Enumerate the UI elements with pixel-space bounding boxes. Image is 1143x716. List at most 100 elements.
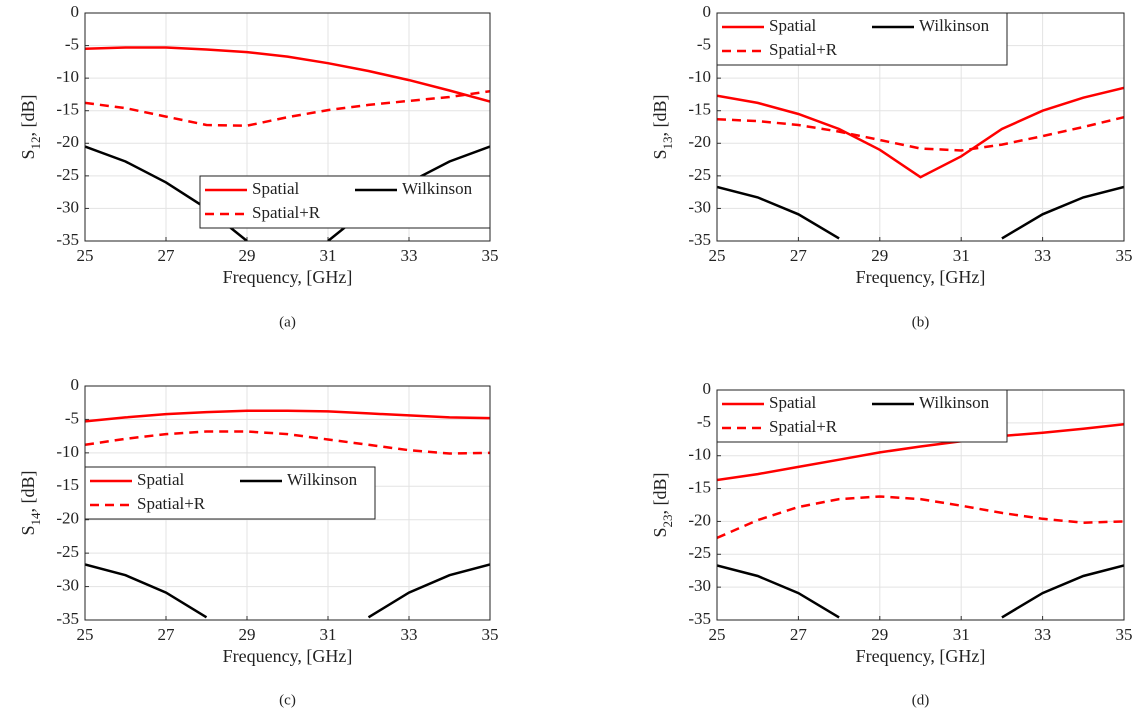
y-tick-label: 0: [71, 375, 80, 394]
y-axis-label-part: , [dB]: [650, 94, 670, 136]
y-tick-label: -30: [688, 576, 711, 595]
legend-label: Spatial: [252, 179, 299, 198]
y-axis-label-part: S: [18, 525, 38, 535]
x-tick-label: 35: [482, 246, 499, 265]
panel: -35 -30 -25 -20 -15 -10 -5 0 25 27 29 31 33 35 Spatial…: [18, 375, 498, 709]
legend-label: Spatial+R: [252, 203, 321, 222]
y-tick-label: -10: [56, 67, 79, 86]
y-tick-label: -35: [688, 609, 711, 628]
lines: [85, 409, 490, 619]
series-line: [717, 115, 1124, 152]
lines: [717, 422, 1124, 619]
x-tick-label: 31: [320, 625, 337, 644]
y-axis-label-part: , [dB]: [650, 472, 670, 514]
legend-box: [199, 175, 491, 229]
x-tick-label: 33: [401, 625, 418, 644]
y-tick-label: -5: [697, 412, 711, 431]
x-tick-label: 33: [401, 246, 418, 265]
y-tick-label: -5: [65, 34, 79, 53]
y-axis-label-part: S: [650, 149, 670, 159]
series-line: [717, 185, 1124, 240]
x-tick-label: 31: [953, 246, 970, 265]
y-tick-label: -5: [697, 34, 711, 53]
series-line: [717, 422, 1124, 482]
lines: [717, 86, 1124, 240]
y-tick-label: -30: [688, 197, 711, 216]
legend: Spatial Wilkinson Spatial+R: [716, 389, 1008, 443]
series-line: [717, 564, 1124, 619]
y-tick-label: -20: [688, 132, 711, 151]
y-tick-label: -35: [56, 609, 79, 628]
x-tick-label: 33: [1034, 246, 1051, 265]
y-tick-label: -25: [688, 543, 711, 562]
x-tick-label: 29: [871, 625, 888, 644]
y-tick-label: -15: [688, 477, 711, 496]
y-axis-label-part: S: [18, 149, 38, 159]
y-tick-label: 0: [703, 379, 712, 398]
legend-box: [716, 12, 1008, 66]
x-tick-label: 29: [239, 625, 256, 644]
y-tick-label: -20: [56, 132, 79, 151]
legend-box: [84, 466, 376, 520]
caption: (b): [912, 314, 930, 330]
y-tick-label: -5: [65, 408, 79, 427]
x-tick-label: 31: [953, 625, 970, 644]
y-tick-label: -15: [688, 100, 711, 119]
y-axis-label-part: S: [650, 527, 670, 537]
y-tick-label: -15: [56, 475, 79, 494]
x-tick-label: 35: [1116, 246, 1133, 265]
y-tick-label: -25: [56, 165, 79, 184]
y-tick-label: -30: [56, 575, 79, 594]
legend-label: Spatial: [769, 393, 816, 412]
legend: Spatial Wilkinson Spatial+R: [84, 466, 376, 520]
x-tick-label: 27: [158, 625, 176, 644]
series-line: [85, 46, 490, 103]
x-axis-label: Frequency, [GHz]: [856, 646, 986, 666]
y-axis-label: S23, [dB]: [650, 472, 675, 537]
legend-box: [716, 389, 1008, 443]
x-tick-label: 29: [871, 246, 888, 265]
x-tick-label: 29: [239, 246, 256, 265]
x-tick-label: 25: [77, 246, 94, 265]
x-axis-label: Frequency, [GHz]: [856, 267, 986, 287]
y-axis-label-part: , [dB]: [18, 470, 38, 512]
caption: (a): [279, 314, 296, 330]
y-axis-label-part: 23: [660, 514, 675, 527]
x-tick-label: 25: [709, 625, 726, 644]
legend: Spatial Wilkinson Spatial+R: [716, 12, 1008, 66]
y-tick-label: 0: [703, 2, 712, 21]
y-tick-label: -35: [56, 230, 79, 249]
x-tick-label: 27: [158, 246, 176, 265]
y-axis-label-part: 14: [28, 512, 43, 526]
panel: -35 -30 -25 -20 -15 -10 -5 0 25 27 29 31 33 35 Spatial…: [650, 2, 1132, 331]
series-line: [85, 89, 490, 127]
x-tick-label: 25: [709, 246, 726, 265]
x-axis-label: Frequency, [GHz]: [223, 646, 353, 666]
legend-label: Spatial: [137, 470, 184, 489]
legend-label: Wilkinson: [287, 470, 358, 489]
x-tick-label: 35: [1116, 625, 1133, 644]
series-line: [717, 86, 1124, 179]
series-line: [717, 495, 1124, 540]
legend-label: Wilkinson: [919, 393, 990, 412]
x-axis-label: Frequency, [GHz]: [223, 267, 353, 287]
plot-frame: [84, 12, 491, 242]
legend-label: Wilkinson: [402, 179, 473, 198]
x-tick-label: 27: [790, 625, 808, 644]
y-axis-label-part: , [dB]: [18, 94, 38, 136]
y-tick-label: -10: [688, 67, 711, 86]
y-axis-label: S13, [dB]: [650, 94, 675, 159]
y-axis-label-part: 12: [28, 136, 43, 149]
series-line: [85, 563, 490, 619]
y-tick-label: -20: [56, 509, 79, 528]
x-tick-label: 33: [1034, 625, 1051, 644]
y-tick-label: -15: [56, 100, 79, 119]
series-line: [85, 430, 490, 455]
y-tick-label: -20: [688, 510, 711, 529]
series-line: [85, 409, 490, 423]
caption: (c): [279, 692, 296, 708]
x-tick-label: 35: [482, 625, 499, 644]
panel: -35 -30 -25 -20 -15 -10 -5 0 25 27 29 31 33 35 Spatial…: [650, 379, 1132, 709]
caption: (d): [912, 692, 930, 708]
